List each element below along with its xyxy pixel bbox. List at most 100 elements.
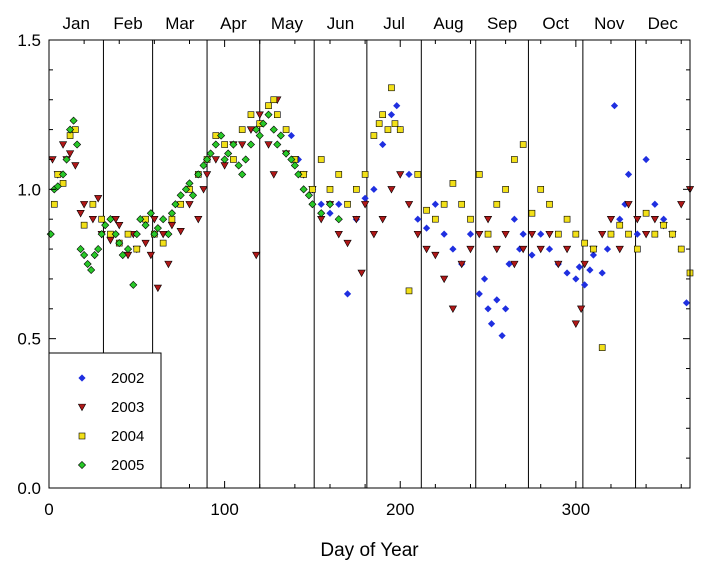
data-point-2005 <box>269 125 278 134</box>
data-point-2005 <box>101 221 110 230</box>
data-point-2005 <box>132 230 141 239</box>
data-point-2003 <box>580 260 589 269</box>
data-point-2004 <box>353 186 360 193</box>
data-point-2005 <box>259 119 268 128</box>
data-point-2004 <box>309 186 316 193</box>
data-point-2002 <box>642 155 650 164</box>
data-point-2003 <box>202 171 212 179</box>
data-point-2004 <box>335 171 343 178</box>
data-point-2002 <box>563 269 571 277</box>
data-point-2005 <box>246 140 255 149</box>
y-axis: 0.0 0.5 1.0 1.5 <box>17 31 690 498</box>
data-point-2003 <box>88 216 98 224</box>
data-point-2003 <box>633 216 642 224</box>
data-point-2004 <box>563 215 571 223</box>
data-point-2004 <box>423 206 430 214</box>
data-point-2003 <box>562 245 572 254</box>
data-point-2004 <box>660 221 667 229</box>
data-point-2005 <box>241 155 250 164</box>
data-point-2004 <box>502 186 509 193</box>
data-point-2004 <box>98 215 105 223</box>
data-point-2002 <box>572 275 580 283</box>
data-point-2003 <box>519 245 528 254</box>
data-point-2002 <box>598 269 606 277</box>
data-point-2004 <box>124 230 132 238</box>
data-point-2003 <box>396 171 405 179</box>
data-point-2003 <box>115 221 124 230</box>
data-point-2005 <box>111 230 120 239</box>
data-point-2004 <box>475 171 483 178</box>
data-point-2003 <box>440 275 449 284</box>
data-point-2004 <box>270 96 278 104</box>
data-point-2003 <box>58 141 68 149</box>
series-2005 <box>46 110 343 289</box>
month-label-jun: Jun <box>327 14 354 33</box>
data-point-2002 <box>335 200 343 208</box>
data-point-2003 <box>146 251 155 260</box>
data-point-2005 <box>211 140 220 149</box>
data-point-2005 <box>53 182 62 191</box>
data-point-2003 <box>413 230 422 239</box>
data-point-2005 <box>325 200 335 209</box>
data-point-2002 <box>682 299 691 307</box>
data-point-2004 <box>554 230 562 238</box>
data-point-2002 <box>660 215 668 223</box>
data-point-2004 <box>616 221 624 229</box>
data-point-2003 <box>211 156 220 164</box>
data-point-2004 <box>484 230 492 238</box>
data-point-2003 <box>483 216 493 224</box>
data-point-2005 <box>194 170 203 179</box>
data-point-2005 <box>59 170 68 179</box>
legend: 2002 2003 2004 2005 <box>48 352 162 489</box>
data-point-2004 <box>519 141 527 148</box>
series-2003 <box>48 96 695 328</box>
data-point-2003 <box>466 245 475 254</box>
data-point-2002 <box>589 251 598 259</box>
data-point-2002 <box>616 215 624 223</box>
data-point-2003 <box>71 162 80 170</box>
month-labels: Jan Feb Mar Apr May Jun Jul Aug Sep Oct Nov Dec <box>63 14 679 33</box>
data-point-2005 <box>217 131 226 140</box>
data-point-2004 <box>625 230 632 238</box>
data-point-2004 <box>317 156 325 163</box>
data-point-2005 <box>290 161 299 170</box>
data-point-2005 <box>150 230 159 239</box>
data-point-2005 <box>129 280 138 289</box>
month-label-mar: Mar <box>165 14 195 33</box>
data-point-2005 <box>159 215 168 224</box>
data-point-2003 <box>677 201 686 209</box>
data-point-2002 <box>393 102 401 110</box>
legend-label-2003: 2003 <box>111 399 144 416</box>
data-point-2002 <box>287 131 295 140</box>
data-point-2003 <box>527 230 537 239</box>
data-point-2003 <box>317 216 326 224</box>
data-point-2003 <box>650 216 659 224</box>
y-tick-label: 1.0 <box>17 180 41 199</box>
data-point-2003 <box>571 320 580 328</box>
data-point-2004 <box>344 200 351 208</box>
data-point-2005 <box>167 209 176 218</box>
x-axis: 0 100 200 300 <box>44 40 682 519</box>
data-point-2005 <box>73 140 82 149</box>
data-point-2002 <box>487 320 496 328</box>
data-point-2004 <box>238 126 246 133</box>
data-point-2003 <box>334 230 343 239</box>
legend-marker-2005 <box>77 460 87 470</box>
y-tick-label: 0.5 <box>17 330 41 349</box>
data-point-2003 <box>545 230 554 239</box>
data-point-2002 <box>575 263 583 271</box>
data-point-2004 <box>528 209 536 217</box>
data-point-2004 <box>467 215 474 223</box>
data-point-2002 <box>651 200 659 208</box>
data-point-2002 <box>405 170 413 178</box>
y-tick-label: 1.5 <box>17 31 41 50</box>
month-label-aug: Aug <box>433 14 463 33</box>
data-point-2002 <box>516 245 524 253</box>
data-point-2003 <box>422 245 431 254</box>
data-point-2002 <box>545 245 554 253</box>
data-point-2002 <box>379 140 387 149</box>
month-label-jan: Jan <box>63 14 90 33</box>
data-point-2005 <box>199 161 208 170</box>
data-point-2003 <box>106 236 115 245</box>
data-point-2004 <box>493 200 501 208</box>
